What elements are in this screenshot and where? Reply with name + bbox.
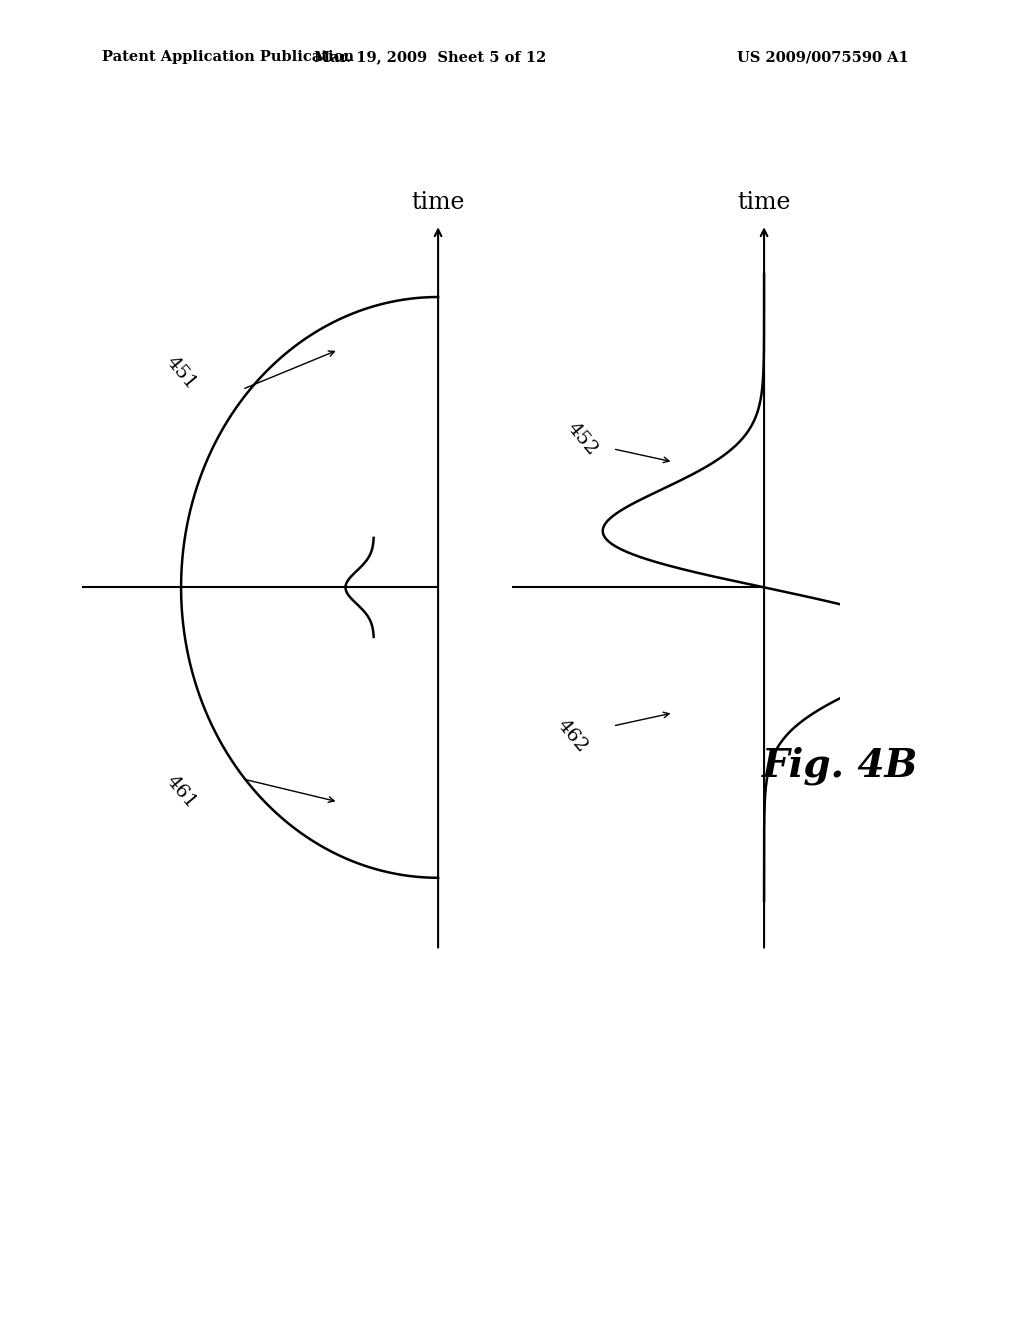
Text: 461: 461	[163, 772, 201, 812]
Text: Fig. 4B: Fig. 4B	[762, 746, 918, 785]
Text: Mar. 19, 2009  Sheet 5 of 12: Mar. 19, 2009 Sheet 5 of 12	[314, 50, 546, 65]
Text: US 2009/0075590 A1: US 2009/0075590 A1	[737, 50, 909, 65]
Text: time: time	[412, 191, 465, 214]
Text: 452: 452	[564, 418, 601, 459]
Text: 462: 462	[554, 715, 591, 756]
Text: 451: 451	[163, 352, 201, 393]
Text: time: time	[737, 191, 791, 214]
Text: Patent Application Publication: Patent Application Publication	[102, 50, 354, 65]
